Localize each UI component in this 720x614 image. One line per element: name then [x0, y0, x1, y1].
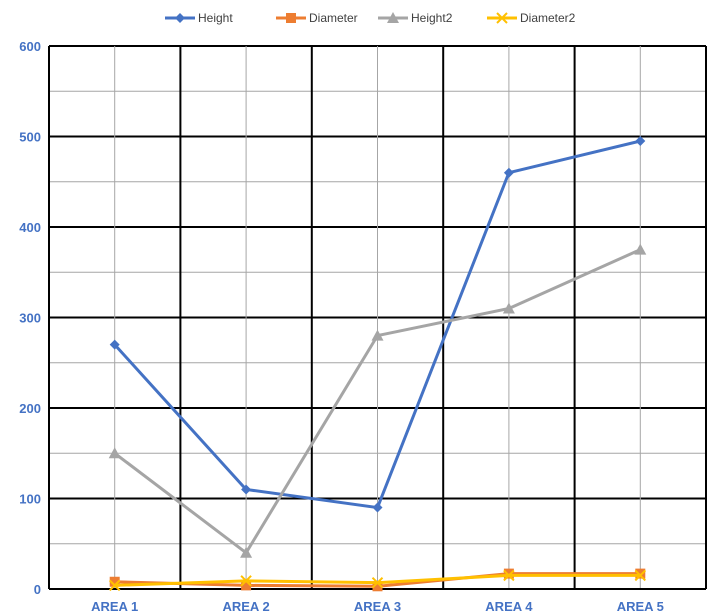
x-tick-label: AREA 5 — [617, 599, 664, 614]
y-tick-label: 100 — [19, 492, 41, 507]
data-point — [108, 447, 121, 459]
data-point — [371, 329, 384, 341]
series-diameter — [109, 568, 646, 592]
data-point — [371, 576, 384, 589]
data-point — [372, 502, 383, 513]
y-tick-label: 400 — [19, 220, 41, 235]
data-point — [240, 575, 252, 587]
legend-item-diameter2: Diameter2 — [487, 11, 576, 25]
x-tick-label: AREA 2 — [222, 599, 269, 614]
data-point — [241, 580, 252, 591]
data-point — [635, 568, 646, 579]
legend-item-diameter: Diameter — [276, 11, 358, 25]
data-point — [109, 339, 120, 350]
data-point — [372, 581, 383, 592]
legend-marker — [175, 13, 185, 23]
x-tick-label: AREA 4 — [485, 599, 533, 614]
data-point — [635, 136, 646, 147]
y-tick-label: 0 — [34, 582, 41, 597]
data-point — [503, 568, 514, 579]
series-height — [109, 136, 646, 513]
y-tick-label: 600 — [19, 39, 41, 54]
y-tick-label: 500 — [19, 130, 41, 145]
legend-marker — [387, 12, 399, 23]
data-point — [502, 302, 515, 314]
legend-label: Height2 — [411, 11, 453, 25]
series-height2 — [108, 243, 647, 558]
legend-label: Height — [198, 11, 233, 25]
data-point — [503, 167, 514, 178]
data-point — [634, 569, 647, 582]
data-point — [240, 546, 253, 558]
legend-marker — [496, 12, 508, 24]
data-point — [109, 576, 120, 587]
y-tick-label: 300 — [19, 311, 41, 326]
data-point — [241, 484, 252, 495]
legend: Height Diameter Height2 Diameter2 — [165, 11, 576, 25]
axes: 0 100 200 300 400 500 600 AREA 1 AREA 2 AREA 3 ARE… — [19, 39, 706, 614]
data-point — [634, 243, 647, 255]
data-point — [503, 569, 515, 582]
x-tick-label: AREA 3 — [354, 599, 401, 614]
data-point — [108, 579, 121, 592]
series-group — [108, 136, 647, 592]
y-tick-label: 200 — [19, 401, 41, 416]
legend-item-height2: Height2 — [378, 11, 453, 25]
legend-marker — [286, 13, 296, 23]
legend-label: Diameter — [309, 11, 358, 25]
legend-label: Diameter2 — [520, 11, 576, 25]
grid — [48, 45, 707, 590]
series-diameter2 — [108, 569, 647, 592]
legend-item-height: Height — [165, 11, 233, 25]
x-tick-label: AREA 1 — [91, 599, 138, 614]
